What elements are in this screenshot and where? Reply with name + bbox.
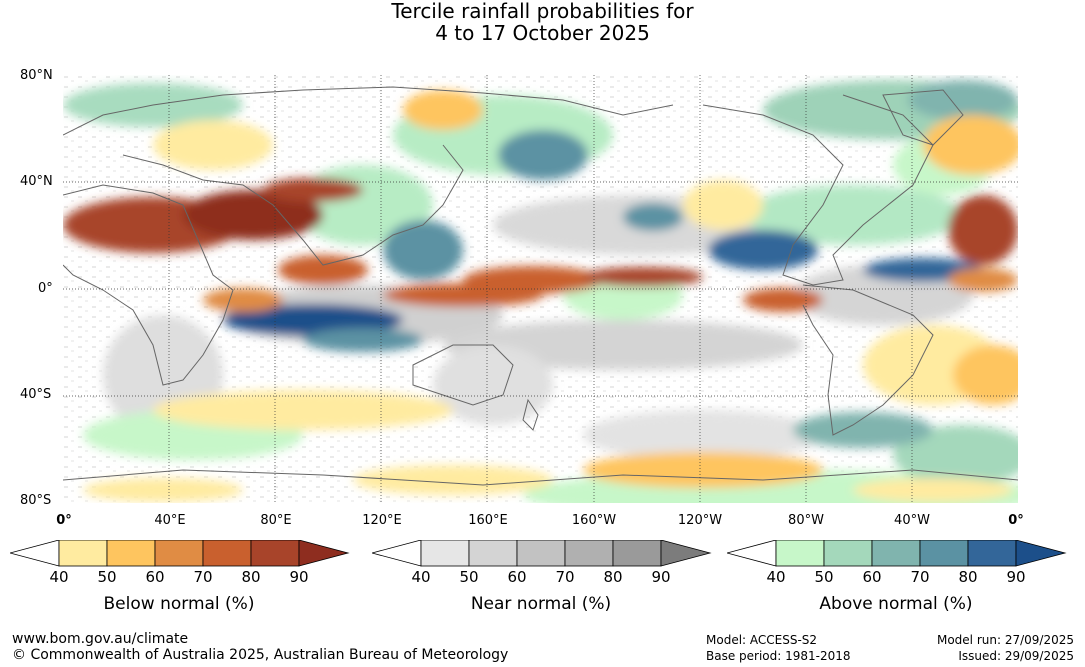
- legend-below-tick-50: 50: [97, 568, 117, 586]
- probability-fields: [63, 80, 1018, 503]
- north-america-outline: [702, 94, 934, 286]
- lon-label-120w: 120°W: [677, 513, 723, 528]
- lon-label-160e: 160°E: [468, 513, 508, 528]
- antarctica-outline: [63, 469, 1018, 486]
- legend-below-tick-90: 90: [289, 568, 309, 586]
- legend-title-below-normal: Below normal (%): [103, 594, 255, 614]
- rainfall-probability-map: [63, 75, 1018, 503]
- legend-above-tick-40: 40: [766, 568, 786, 586]
- lon-label-80w: 80°W: [788, 513, 824, 528]
- africa-outline: [63, 184, 234, 386]
- legend-near-seg-0: [372, 540, 422, 567]
- legend-bar-above-normal: [727, 540, 1067, 567]
- legend-above-tick-60: 60: [862, 568, 882, 586]
- lon-label-40w: 40°W: [894, 513, 930, 528]
- legend-near-seg-6: [660, 540, 712, 567]
- lat-label-80s: 80°S: [20, 493, 52, 508]
- legend-title-above-normal: Above normal (%): [819, 594, 973, 614]
- lon-label-0-left: 0°: [56, 513, 72, 528]
- legend-title-near-normal: Near normal (%): [470, 594, 612, 614]
- legend-near-tick-50: 50: [459, 568, 479, 586]
- legend-above-tick-90: 90: [1006, 568, 1026, 586]
- legend-near-seg-3: [516, 540, 566, 567]
- legend-near-tick-90: 90: [651, 568, 671, 586]
- footer-model-run: Model run: 27/09/2025: [936, 633, 1074, 647]
- legend-above-seg-4: [919, 540, 969, 567]
- europe-asia-outline: [63, 86, 674, 266]
- legend-above-seg-5: [967, 540, 1017, 567]
- legend-above-seg-3: [871, 540, 921, 567]
- legend-above-seg-0: [727, 540, 777, 567]
- legend-near-seg-1: [420, 540, 470, 567]
- south-america-outline: [802, 284, 934, 436]
- legend-below-seg-1: [58, 540, 108, 567]
- coastlines: [63, 86, 1018, 486]
- legend-near-tick-80: 80: [603, 568, 623, 586]
- map-svg: [63, 75, 1018, 503]
- lat-label-40n: 40°N: [20, 174, 53, 189]
- lat-label-0: 0°: [38, 281, 53, 296]
- legend-near-seg-5: [612, 540, 662, 567]
- legend-below-tick-60: 60: [145, 568, 165, 586]
- legend-above-tick-80: 80: [958, 568, 978, 586]
- legend-bar-below-normal: [10, 540, 350, 567]
- legend-below-seg-2: [106, 540, 156, 567]
- legend-below-tick-70: 70: [193, 568, 213, 586]
- australia-outline: [412, 344, 514, 406]
- footer-issued: Issued: 29/09/2025: [958, 649, 1074, 663]
- lon-label-120e: 120°E: [362, 513, 402, 528]
- legend-above-tick-70: 70: [910, 568, 930, 586]
- lon-label-80e: 80°E: [260, 513, 292, 528]
- legend-below-seg-3: [154, 540, 204, 567]
- lon-label-160w: 160°W: [571, 513, 617, 528]
- title-line-1: Tercile rainfall probabilities for: [391, 0, 694, 23]
- legend-near-tick-70: 70: [555, 568, 575, 586]
- legend-above-seg-1: [775, 540, 825, 567]
- legend-near-seg-4: [564, 540, 614, 567]
- map-title: Tercile rainfall probabilities for 4 to …: [0, 0, 1085, 44]
- legend-near-tick-40: 40: [411, 568, 431, 586]
- legend-below-tick-80: 80: [241, 568, 261, 586]
- nz-outline: [522, 398, 539, 431]
- footer-base-period: Base period: 1981-2018: [706, 649, 851, 663]
- legend-below-seg-5: [250, 540, 300, 567]
- footer-model: Model: ACCESS-S2: [706, 633, 818, 647]
- lat-label-80n: 80°N: [20, 68, 53, 83]
- legend-below-tick-40: 40: [49, 568, 69, 586]
- graticule: [63, 75, 1018, 503]
- lat-label-40s: 40°S: [20, 387, 52, 402]
- legend-near-seg-2: [468, 540, 518, 567]
- footer-copyright: © Commonwealth of Australia 2025, Austra…: [12, 647, 509, 663]
- legend-near-tick-60: 60: [507, 568, 527, 586]
- legend-bar-near-normal: [372, 540, 712, 567]
- legend-above-seg-2: [823, 540, 873, 567]
- legend-above-seg-6: [1015, 540, 1067, 567]
- legend-above-tick-50: 50: [814, 568, 834, 586]
- greenland-outline: [882, 89, 964, 146]
- lon-label-0-right: 0°: [1008, 513, 1024, 528]
- legend-below-seg-6: [298, 540, 350, 567]
- title-line-2: 4 to 17 October 2025: [435, 21, 650, 45]
- legend-below-seg-0: [10, 540, 60, 567]
- lon-label-40e: 40°E: [154, 513, 186, 528]
- footer-url: www.bom.gov.au/climate: [12, 631, 189, 647]
- legend-below-seg-4: [202, 540, 252, 567]
